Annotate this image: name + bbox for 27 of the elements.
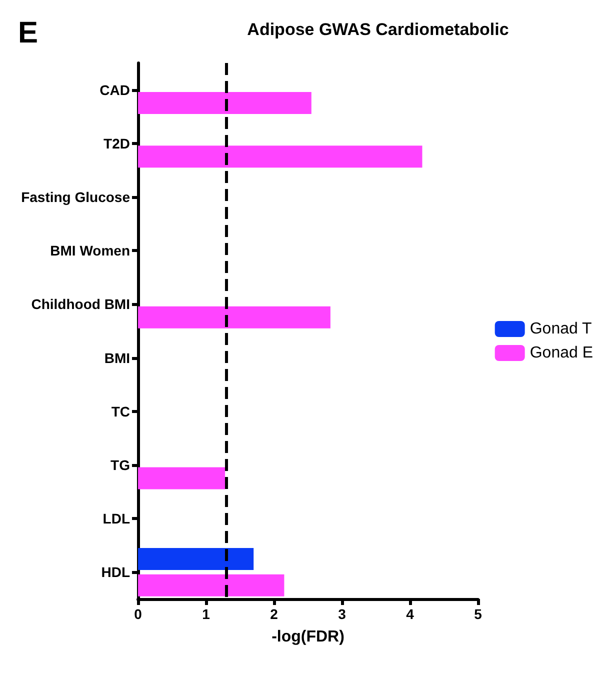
text: E <box>18 16 38 50</box>
y-tick-label: T2D <box>104 135 130 152</box>
x-tick-label: 0 <box>134 606 142 622</box>
legend-label: Gonad T <box>530 320 592 338</box>
y-tick-label: LDL <box>102 510 130 527</box>
chart-title: Adipose GWAS Cardiometabolic <box>247 20 509 39</box>
x-tick-label: 3 <box>338 606 346 622</box>
y-tick-label: BMI <box>104 350 130 366</box>
x-tick-label: 5 <box>474 606 482 622</box>
x-tick-label: 1 <box>202 606 210 622</box>
x-axis-title: -log(FDR) <box>272 628 344 646</box>
bar <box>138 146 422 168</box>
x-tick-label: 4 <box>406 606 414 622</box>
y-tick-label: Fasting Glucose <box>21 189 130 205</box>
y-tick-label: TG <box>110 457 130 473</box>
legend-label: Gonad E <box>530 344 593 362</box>
bar <box>138 306 330 328</box>
bar <box>138 574 284 596</box>
x-tick-label: 2 <box>270 606 278 622</box>
y-tick-label: BMI Women <box>50 242 130 259</box>
y-tick-label: HDL <box>101 564 130 580</box>
y-tick-label: Childhood BMI <box>31 296 130 312</box>
bar <box>138 467 226 490</box>
bar <box>138 92 312 114</box>
y-tick-label: CAD <box>100 82 130 98</box>
y-tick-label: TC <box>111 403 130 420</box>
bar <box>138 548 254 570</box>
